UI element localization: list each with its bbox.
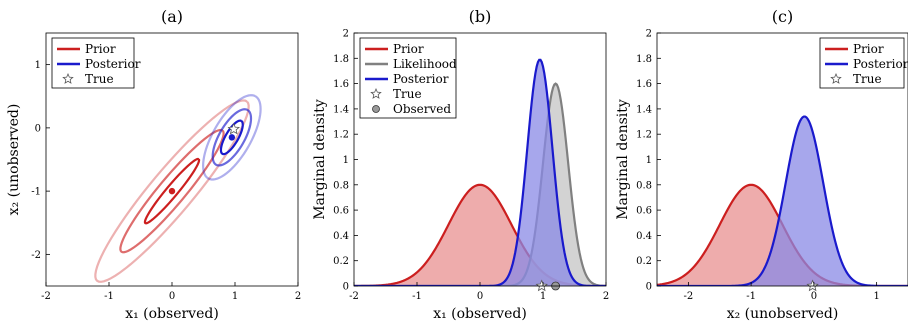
panel-b-legend-label: Observed xyxy=(393,102,451,116)
panel-a-ytick-label: 1 xyxy=(35,60,41,71)
panel-a-ylabel: x₂ (unobserved) xyxy=(6,104,22,216)
panel-b-true-point-star-icon xyxy=(535,279,548,292)
panel-a-legend-label: Prior xyxy=(85,42,116,56)
panel-a-legend-label: Posterior xyxy=(85,57,141,71)
panel-a-xtick-label: 0 xyxy=(169,291,175,302)
panel-c-title: (c) xyxy=(772,7,793,26)
panel-a-ytick-label: -1 xyxy=(31,187,41,198)
panel-b-ytick-label: 0.6 xyxy=(333,206,349,217)
true-point-star-icon xyxy=(227,122,240,135)
prior-contour xyxy=(94,99,250,283)
panel-c-true-point-star-icon xyxy=(806,279,819,292)
panel-b-ytick-label: 0.2 xyxy=(333,256,349,267)
panel-b-ytick-label: 1.6 xyxy=(333,79,349,90)
panel-c-xtick-label: -1 xyxy=(746,291,756,302)
panel-a-legend-star-icon xyxy=(62,72,74,84)
panel-c-ytick-label: 2 xyxy=(646,29,652,40)
panel-c-ylabel: Marginal density xyxy=(615,99,631,220)
likelihood-density-line xyxy=(354,82,606,286)
prior-density-fill xyxy=(354,184,606,286)
panel-b-ytick-label: 1.8 xyxy=(333,54,349,65)
panel-c-xtick-label: 0 xyxy=(811,291,817,302)
panel-c-ytick-label: 0.8 xyxy=(636,180,652,191)
panel-a-legend-label: True xyxy=(85,72,114,86)
panel-b-legend-label: Posterior xyxy=(393,72,449,86)
panel-b: -2 -1 0 1 2 0 0.2 0.4 0.6 0.8 1 1.2 1.4 1.6 1.8 2 (b) x₁ … xyxy=(312,7,609,322)
panel-c-ytick-label: 0.4 xyxy=(636,231,652,242)
panel-b-xtick-label: 2 xyxy=(603,291,609,302)
panel-b-xtick-label: -2 xyxy=(349,291,359,302)
posterior-contour xyxy=(219,119,244,156)
panel-b-legend-label: Likelihood xyxy=(393,57,457,71)
panel-c-legend-label: Prior xyxy=(853,42,884,56)
panel-c-ytick-label: 1.4 xyxy=(636,104,652,115)
panel-b-ylabel: Marginal density xyxy=(312,99,328,220)
panel-c-legend-star-icon xyxy=(830,72,842,84)
panel-b-title: (b) xyxy=(469,7,492,26)
panel-b-plot-area xyxy=(354,58,606,286)
panel-c-xtick-label: 1 xyxy=(873,291,879,302)
panel-b-xtick-label: 0 xyxy=(477,291,483,302)
panel-a-xtick-label: -1 xyxy=(104,291,114,302)
panel-b-ytick-label: 0.4 xyxy=(333,231,349,242)
panel-b-ytick-label: 1.2 xyxy=(333,130,349,141)
panel-b-legend-star-icon xyxy=(370,87,382,99)
panel-b-legend-dot-icon xyxy=(372,105,380,113)
panel-b-legend-label: Prior xyxy=(393,42,424,56)
panel-c-ytick-label: 0.2 xyxy=(636,256,652,267)
panel-b-xlabel: x₁ (observed) xyxy=(433,306,527,322)
panel-a-xtick-label: 2 xyxy=(295,291,301,302)
posterior-density-line xyxy=(354,58,606,286)
posterior-density-line xyxy=(657,115,908,286)
panel-c-plot-area xyxy=(657,115,908,286)
panel-b-ytick-label: 1 xyxy=(343,155,349,166)
panel-a: -2 -1 0 1 2 -2 -1 0 1 (a) x₁ (observed) x₂ (unobser… xyxy=(6,7,301,322)
panel-b-ytick-label: 1.4 xyxy=(333,104,349,115)
panel-a-ytick-label: 0 xyxy=(35,123,41,134)
panel-c-xtick-label: -2 xyxy=(684,291,694,302)
prior-mean-dot xyxy=(168,187,176,195)
panel-a-xtick-label: 1 xyxy=(232,291,238,302)
panel-c-ytick-label: 1.6 xyxy=(636,79,652,90)
panel-b-xtick-label: 1 xyxy=(540,291,546,302)
posterior-density-fill xyxy=(354,59,606,286)
panel-b-legend-label: True xyxy=(393,87,422,101)
panel-c-xlabel: x₂ (unobserved) xyxy=(727,306,839,322)
posterior-mean-dot xyxy=(228,134,236,141)
panel-c-ytick-label: 1 xyxy=(646,155,652,166)
panel-c-ytick-label: 1.2 xyxy=(636,130,652,141)
panel-b-ytick-label: 2 xyxy=(343,29,349,40)
panel-a-ytick-label: -2 xyxy=(31,250,41,261)
panel-c-legend-label: Posterior xyxy=(853,57,908,71)
posterior-contour xyxy=(211,108,253,167)
prior-contour xyxy=(143,157,201,225)
panel-b-xtick-label: -1 xyxy=(412,291,422,302)
panel-c-ytick-label: 0.6 xyxy=(636,206,652,217)
panel-c-ytick-label: 0 xyxy=(646,282,652,293)
panel-a-xlabel: x₁ (observed) xyxy=(125,306,219,322)
panel-c: -2 -1 0 1 0 0.2 0.4 0.6 0.8 1 1.2 1.4 1.6 1.8 2 (c) x₂ (… xyxy=(615,7,908,322)
panel-b-ytick-label: 0.8 xyxy=(333,180,349,191)
panel-c-legend-label: True xyxy=(853,72,882,86)
panel-a-xtick-label: -2 xyxy=(41,291,51,302)
panel-c-ytick-label: 1.8 xyxy=(636,54,652,65)
panel-b-ytick-label: 0 xyxy=(343,282,349,293)
prior-contour xyxy=(119,128,225,254)
panel-a-title: (a) xyxy=(161,7,183,26)
posterior-contour xyxy=(202,94,262,181)
